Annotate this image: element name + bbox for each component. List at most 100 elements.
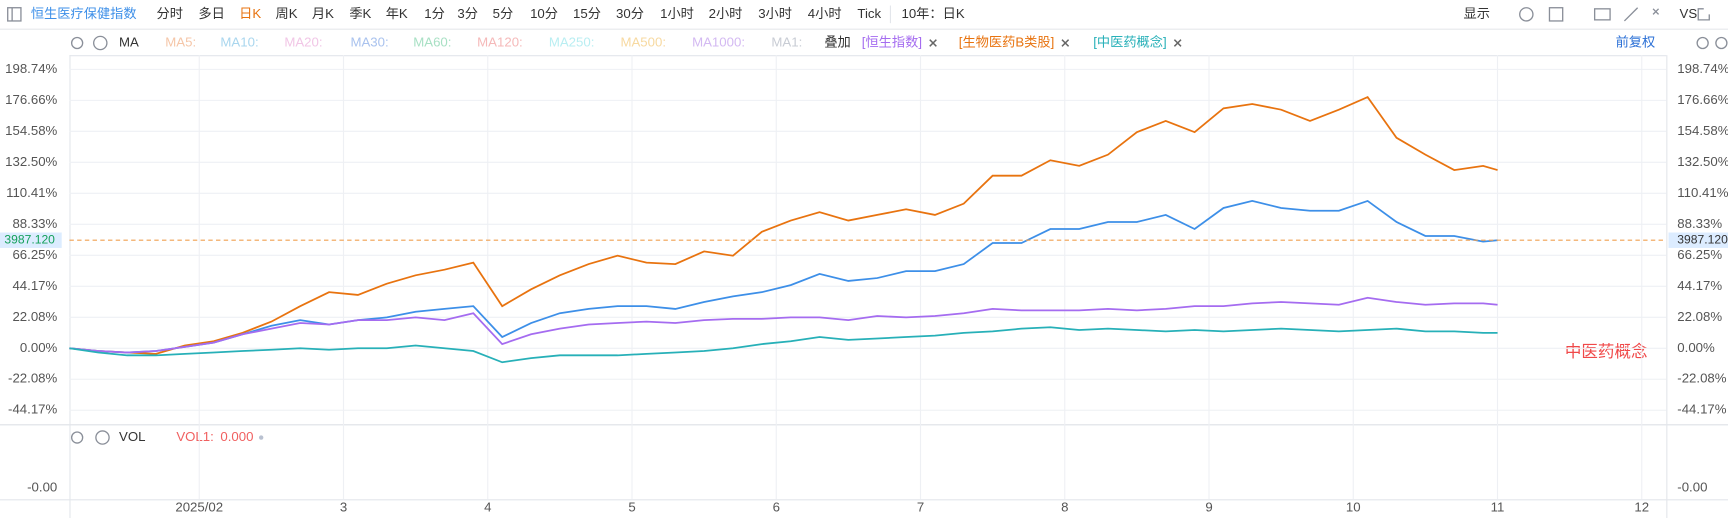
x-tick-label: 3 — [340, 500, 347, 515]
vol-value: 0.000 — [220, 429, 253, 444]
period-tab[interactable]: 15分 — [573, 6, 601, 21]
y-tick-label-right: 198.74% — [1677, 61, 1728, 76]
y-tick-label: 66.25% — [12, 247, 57, 262]
period-tab[interactable]: 30分 — [616, 6, 644, 21]
period-tab[interactable]: 10分 — [530, 6, 558, 21]
y-tick-label-right: 176.66% — [1677, 92, 1728, 107]
y-tick-label: 176.66% — [5, 92, 57, 107]
y-tick-label-right: 88.33% — [1677, 216, 1722, 231]
x-tick-label: 6 — [773, 500, 780, 515]
x-tick-label: 4 — [484, 500, 491, 515]
series-line — [69, 296, 1498, 354]
gear-icon[interactable] — [70, 36, 84, 50]
range-label[interactable]: 10年：日K — [901, 6, 964, 21]
y-tick-label: 132.50% — [5, 154, 57, 169]
period-tab[interactable]: 季K — [349, 6, 371, 21]
y-tick-label: 88.33% — [12, 216, 57, 231]
annotation: 中医药概念 — [1565, 341, 1648, 361]
vol-tick-right: -0.00 — [1677, 480, 1707, 495]
y-tick-label: 154.58% — [5, 123, 57, 138]
period-tab[interactable]: 年K — [386, 6, 408, 21]
ma-item: MA1: — [771, 35, 802, 50]
y-tick-label-right: 154.58% — [1677, 123, 1728, 138]
y-tick-label-right: -44.17% — [1677, 402, 1726, 417]
y-tick-label: -22.08% — [8, 371, 57, 386]
x-tick-label: 9 — [1205, 500, 1212, 515]
x-tick-label: 11 — [1491, 500, 1505, 515]
ma-item: MA250: — [549, 35, 595, 50]
legend-remove[interactable] — [929, 39, 937, 47]
adjust-label[interactable]: 前复权 — [1616, 34, 1656, 50]
y-tick-label-right: 110.41% — [1677, 185, 1728, 200]
vol-indicator: VOL1: — [176, 429, 213, 444]
period-tab[interactable]: 3分 — [457, 6, 478, 21]
period-tab[interactable]: 2小时 — [709, 6, 743, 21]
symbol-name[interactable]: 恒生医疗保健指数 — [31, 6, 137, 21]
zoom-out-icon[interactable] — [1696, 36, 1709, 50]
period-tab[interactable]: 5分 — [493, 6, 514, 21]
y-tick-label-right: -22.08% — [1677, 371, 1726, 386]
overlay-label: 叠加 — [824, 35, 850, 50]
vol-close-icon[interactable] — [95, 430, 110, 445]
ma-label[interactable]: MA — [119, 35, 139, 50]
display-label[interactable]: 显示 — [1464, 6, 1490, 21]
period-tab[interactable]: 月K — [312, 6, 334, 21]
draw-icon[interactable] — [1623, 7, 1639, 22]
y-tick-label-right: 66.25% — [1677, 247, 1722, 262]
series-line — [69, 96, 1498, 355]
ma-item: MA20: — [284, 35, 322, 50]
series-line — [69, 326, 1498, 364]
period-tab[interactable]: 4小时 — [808, 6, 842, 21]
vol-gear-icon[interactable] — [70, 431, 84, 444]
layout-icon[interactable] — [1548, 7, 1564, 22]
series-line — [69, 199, 1498, 354]
period-tab[interactable]: 3小时 — [758, 6, 792, 21]
close-icon[interactable] — [93, 35, 108, 51]
fullscreen-icon[interactable] — [1697, 8, 1710, 21]
y-tick-label: 110.41% — [6, 185, 57, 200]
period-tab[interactable]: Tick — [857, 6, 881, 21]
vs-label[interactable]: VS — [1680, 6, 1698, 21]
period-tab[interactable]: 1小时 — [660, 6, 694, 21]
y-tick-label-right: 44.17% — [1677, 278, 1722, 293]
period-tab[interactable]: 1分 — [424, 6, 445, 21]
y-tick-label: 22.08% — [12, 309, 57, 324]
legend-entry[interactable]: [恒生指数] — [862, 35, 922, 50]
legend-entry[interactable]: [生物医药B类股] — [959, 35, 1054, 50]
camera-icon[interactable] — [1593, 8, 1611, 21]
y-tick-label-right: 132.50% — [1677, 154, 1728, 169]
legend-entry[interactable]: [中医药概念] — [1093, 34, 1166, 50]
price-tag-right — [1668, 232, 1728, 248]
period-tab[interactable]: 日K — [239, 6, 261, 21]
price-tag-left — [0, 232, 62, 248]
vol-tick-left: -0.00 — [27, 480, 57, 495]
cross-icon[interactable] — [1652, 8, 1660, 15]
zoom-in-icon[interactable] — [1715, 36, 1728, 50]
y-tick-label-right: 0.00% — [1677, 340, 1715, 355]
period-tab[interactable]: 周K — [276, 6, 298, 21]
period-tab[interactable]: 多日 — [198, 5, 224, 21]
sidebar-icon[interactable] — [7, 7, 22, 22]
x-tick-label: 12 — [1634, 500, 1649, 515]
x-tick-label: 5 — [628, 500, 635, 515]
ma-item: MA60: — [413, 35, 451, 50]
vol-title: VOL — [119, 429, 145, 444]
ma-item: MA5: — [165, 35, 196, 50]
price-tag-left-text: 3987.120 — [4, 232, 55, 246]
settings-icon[interactable] — [1519, 7, 1534, 22]
y-tick-label: 44.17% — [12, 278, 57, 293]
ma-item: MA120: — [477, 35, 523, 50]
ma-item: MA500: — [620, 35, 666, 50]
ma-item: MA10: — [220, 35, 258, 50]
legend-remove[interactable] — [1061, 39, 1070, 47]
legend-remove[interactable] — [1173, 39, 1182, 47]
x-tick-label: 10 — [1346, 500, 1361, 515]
price-tag-right-text: 3987.120 — [1677, 232, 1728, 246]
y-tick-label-right: 22.08% — [1677, 309, 1722, 324]
x-tick-label: 8 — [1061, 500, 1068, 515]
y-tick-label: 198.74% — [5, 61, 57, 76]
period-tab[interactable]: 分时 — [156, 6, 182, 21]
